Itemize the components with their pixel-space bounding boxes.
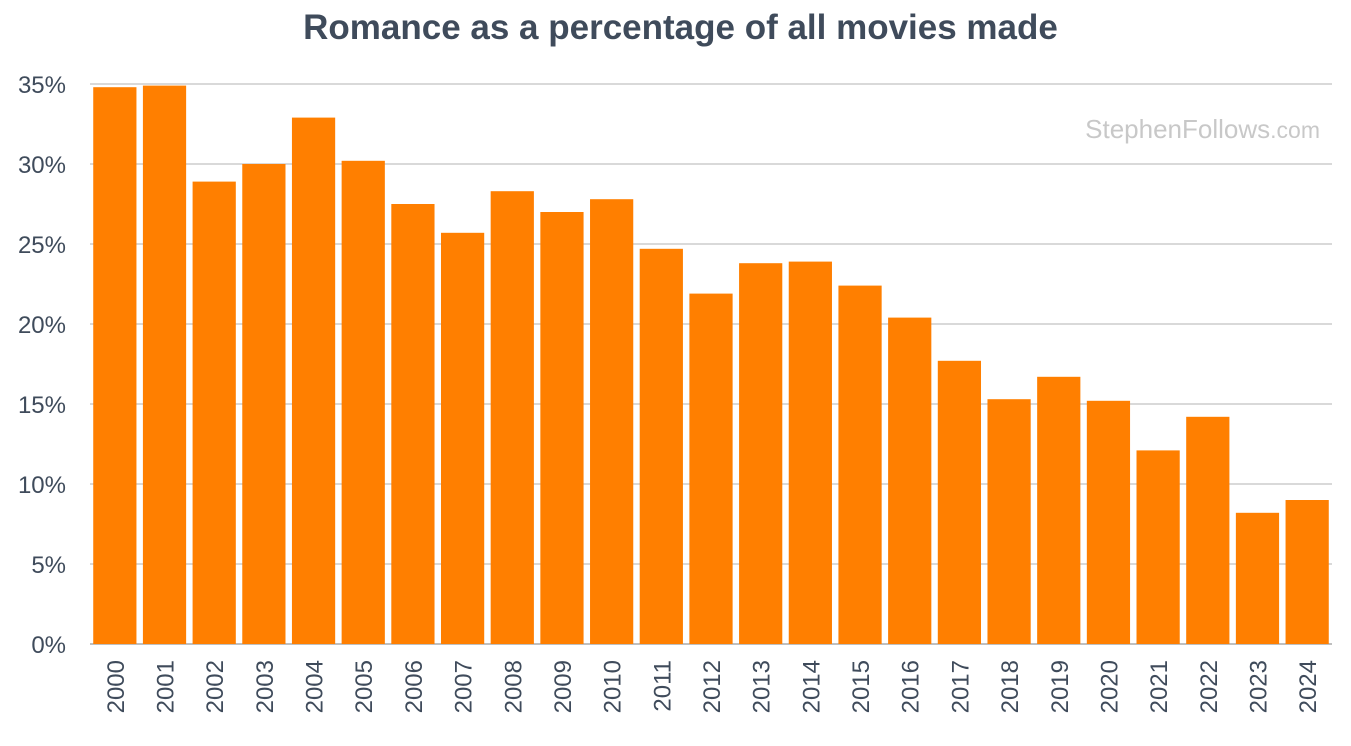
x-tick-label: 2013	[749, 660, 776, 713]
x-tick-label: 2007	[451, 660, 478, 713]
bar-2006	[391, 204, 435, 644]
x-tick-label: 2014	[798, 660, 825, 713]
x-tick-label: 2012	[699, 660, 726, 713]
x-tick-label: 2016	[898, 660, 925, 713]
x-tick-label: 2018	[997, 660, 1024, 713]
bar-2023	[1235, 512, 1280, 644]
bar-2016	[888, 317, 932, 644]
x-tick-label: 2021	[1146, 660, 1173, 713]
bar-2010	[590, 199, 634, 644]
bar-2011	[639, 248, 683, 645]
y-tick-label: 0%	[31, 632, 66, 659]
watermark-main: StephenFollows	[1085, 114, 1270, 144]
x-tick-label: 2020	[1096, 660, 1123, 713]
bar-2000	[93, 87, 137, 644]
y-tick-label: 5%	[31, 552, 66, 579]
bar-2024	[1285, 500, 1329, 644]
x-tick-label: 2017	[947, 660, 974, 713]
watermark: StephenFollows.com	[1085, 114, 1320, 144]
bars	[93, 85, 1329, 645]
x-tick-label: 2009	[550, 660, 577, 713]
bar-2007	[440, 232, 485, 645]
y-tick-label: 35%	[18, 72, 66, 99]
y-tick-label: 10%	[18, 472, 66, 499]
bar-2014	[788, 261, 832, 644]
bar-2012	[689, 293, 733, 644]
bar-2003	[242, 164, 286, 644]
x-tick-label: 2001	[153, 660, 180, 713]
y-tick-label: 20%	[18, 312, 66, 339]
bar-2002	[192, 181, 236, 644]
bar-2017	[937, 360, 982, 644]
bar-2018	[987, 399, 1031, 644]
x-tick-label: 2006	[401, 660, 428, 713]
bar-2004	[291, 117, 336, 645]
x-tick-label: 2000	[103, 660, 130, 713]
x-tick-label: 2019	[1047, 660, 1074, 713]
x-tick-label: 2015	[848, 660, 875, 713]
bar-2005	[341, 160, 385, 645]
x-tick-label: 2004	[302, 660, 329, 713]
bar-2021	[1136, 450, 1180, 644]
x-tick-label: 2010	[600, 660, 627, 713]
y-tick-label: 15%	[18, 392, 66, 419]
x-tick-label: 2005	[351, 660, 378, 713]
bar-2013	[739, 263, 783, 644]
bar-2008	[490, 191, 534, 644]
x-axis-ticks: 2000 2001 2002 2003 2004 2005 2006 2007 2008 2009…	[103, 660, 1322, 713]
bar-2015	[838, 285, 882, 644]
y-tick-label: 25%	[18, 232, 66, 259]
bar-2001	[142, 85, 187, 645]
chart-title: Romance as a percentage of all movies ma…	[303, 8, 1058, 47]
bar-2022	[1186, 416, 1230, 644]
bar-2009	[540, 212, 584, 644]
y-tick-label: 30%	[18, 152, 66, 179]
y-axis-ticks: 0% 5% 10% 15% 20% 25% 30% 35%	[18, 72, 66, 659]
x-tick-label: 2008	[500, 660, 527, 713]
x-tick-label: 2022	[1196, 660, 1223, 713]
watermark-suffix: .com	[1270, 117, 1320, 143]
bar-2020	[1086, 400, 1131, 644]
x-tick-label: 2003	[252, 660, 279, 713]
x-tick-label: 2024	[1295, 660, 1322, 713]
x-tick-label: 2023	[1245, 660, 1272, 713]
x-tick-label: 2002	[202, 660, 229, 713]
x-tick-label: 2011	[649, 660, 676, 712]
bar-2019	[1037, 376, 1081, 644]
